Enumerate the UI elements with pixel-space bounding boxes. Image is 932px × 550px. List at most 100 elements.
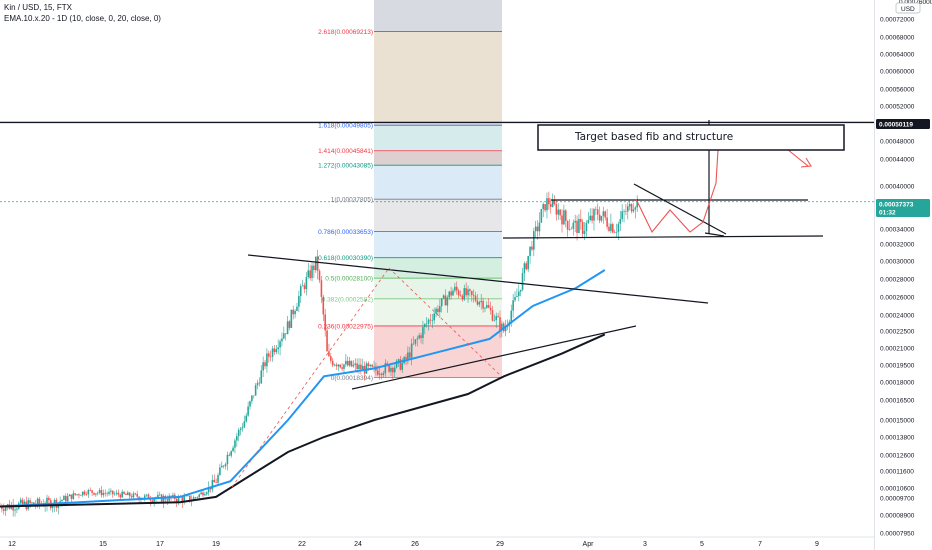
candle-body — [429, 319, 432, 321]
candle-body — [407, 352, 409, 359]
candle-body — [95, 493, 97, 495]
candle-body — [183, 496, 186, 502]
price-axis-divider — [874, 0, 875, 550]
candle-body — [495, 316, 498, 321]
candle-body — [76, 494, 78, 495]
candle-body — [283, 333, 285, 339]
annotation-box[interactable] — [537, 124, 845, 151]
candle-body — [226, 454, 229, 465]
candle-body — [281, 338, 283, 342]
candle-body — [405, 357, 407, 359]
fib-level-label: 0.236(0.00022975) — [318, 323, 373, 330]
candle-body — [499, 317, 501, 331]
candle-body — [294, 310, 296, 315]
trend-drawings — [0, 120, 874, 488]
candle-body — [478, 302, 481, 305]
candle-body — [339, 364, 342, 368]
fib-zone — [374, 125, 502, 151]
candle-body — [384, 363, 387, 374]
candle-body — [489, 307, 492, 311]
candle-body — [237, 430, 240, 437]
candle-body — [113, 493, 116, 495]
candle-body — [546, 198, 548, 211]
candle-body — [627, 206, 629, 212]
indicator-legend[interactable]: EMA.10.x.20 - 1D (10, close, 0, 20, clos… — [4, 14, 161, 23]
candle-body — [85, 494, 88, 495]
candle-body — [393, 367, 396, 373]
ema-line-slow[interactable] — [0, 333, 606, 508]
ema-lines — [0, 269, 606, 508]
candle-body — [392, 367, 394, 373]
candle-body — [136, 494, 139, 497]
candle-body — [367, 363, 370, 367]
candle-body — [623, 211, 625, 212]
candle-body — [130, 496, 133, 498]
candle-body — [110, 490, 112, 492]
candle-body — [318, 270, 321, 281]
fib-level-labels: 2.618(0.00069213) 1.618(0.00049805) 1.414(… — [318, 29, 373, 382]
price-axis-label: 0.00015000 — [880, 418, 915, 425]
fib-level-label: 1.618(0.00049805) — [318, 123, 373, 130]
candle-body — [296, 306, 298, 311]
trendline[interactable] — [351, 325, 637, 390]
candle-body — [433, 313, 435, 321]
candle-body — [331, 360, 334, 366]
candle-body — [119, 494, 122, 498]
candle-body — [219, 467, 221, 476]
price-axis-label: 0.00018000 — [880, 380, 915, 387]
candle-body — [66, 496, 69, 502]
candle-body — [581, 221, 584, 234]
candle-body — [439, 306, 441, 313]
candle-body — [236, 436, 238, 441]
fib-level-label: 2.618(0.00069213) — [318, 29, 373, 36]
trendline[interactable] — [247, 254, 709, 304]
time-axis-label: 19 — [212, 541, 220, 548]
candle-body — [128, 492, 131, 497]
candle-body — [482, 300, 484, 309]
candle-body — [613, 232, 616, 234]
trendline[interactable] — [502, 235, 824, 239]
candle-body — [132, 493, 135, 498]
candle-body — [578, 219, 580, 233]
candle-body — [125, 493, 127, 495]
candle-body — [196, 497, 199, 498]
candle-body — [256, 382, 259, 386]
candle-body — [292, 309, 295, 315]
candle-body — [64, 495, 67, 502]
candle-body — [166, 499, 169, 501]
candle-body — [91, 490, 93, 493]
candle-body — [467, 289, 469, 296]
candle-body — [275, 349, 278, 353]
candle-body — [585, 222, 588, 232]
price-axis-label: 0.00007950 — [880, 531, 915, 538]
fib-level-label: 0(0.00018394) — [331, 375, 373, 382]
trendline[interactable] — [633, 183, 727, 235]
candle-body — [254, 385, 257, 396]
candle-body — [252, 395, 255, 397]
candle-body — [444, 295, 447, 306]
currency-badge[interactable] — [895, 2, 921, 14]
candle-body — [106, 493, 108, 495]
candle-body — [149, 499, 152, 501]
candles — [0, 191, 638, 517]
candle-body — [397, 359, 400, 361]
candle-body — [390, 367, 392, 372]
candle-body — [157, 494, 159, 498]
candle-body — [352, 364, 355, 367]
candle-body — [551, 200, 554, 207]
candle-body — [563, 210, 565, 225]
candle-body — [12, 505, 14, 511]
candle-body — [220, 465, 223, 468]
candle-body — [100, 490, 103, 496]
candle-body — [608, 226, 610, 231]
trendline[interactable] — [704, 232, 725, 237]
candle-body — [123, 491, 125, 494]
candle-body — [158, 494, 161, 496]
candle-body — [548, 198, 550, 205]
candle-body — [448, 291, 451, 298]
candle-body — [187, 495, 189, 497]
fib-level-label: 0.618(0.00030390) — [318, 255, 373, 262]
ema-line-fast[interactable] — [0, 269, 606, 508]
candle-body — [517, 291, 520, 297]
